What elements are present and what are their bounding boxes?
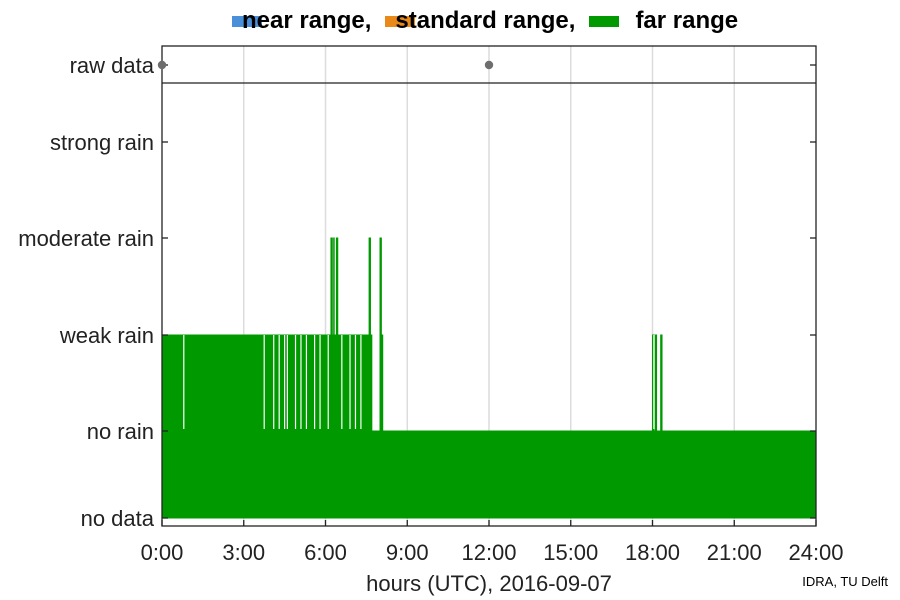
raw-data-point bbox=[157, 60, 167, 70]
series-area-far-range bbox=[161, 237, 817, 519]
legend-label-far-range: far range bbox=[635, 7, 739, 34]
legend-label-near-range: near range, bbox=[242, 7, 372, 34]
legend-swatch-far-range bbox=[589, 15, 620, 27]
x-tick-label: 21:00 bbox=[707, 540, 762, 565]
legend-item-near-range: near range, bbox=[232, 7, 371, 35]
x-tick-label: 24:00 bbox=[788, 540, 843, 565]
legend: near range, standard range, far range bbox=[232, 4, 752, 38]
x-tick-label: 18:00 bbox=[625, 540, 680, 565]
credit-text: IDRA, TU Delft bbox=[802, 574, 888, 589]
legend-swatch-standard-range bbox=[385, 15, 416, 27]
raw-data-point bbox=[484, 60, 494, 70]
legend-item-far-range: far range bbox=[589, 7, 738, 35]
x-tick-label: 15:00 bbox=[543, 540, 598, 565]
legend-label-standard-range: standard range, bbox=[395, 7, 576, 34]
y-tick-label: strong rain bbox=[50, 130, 154, 155]
y-tick-label: no rain bbox=[87, 419, 154, 444]
x-tick-label: 6:00 bbox=[304, 540, 347, 565]
plot-area: raw data no data no rain weak rain moderate … bbox=[18, 45, 844, 596]
x-tick-label: 3:00 bbox=[222, 540, 265, 565]
y-tick-label: moderate rain bbox=[18, 226, 154, 251]
y-tick-label: weak rain bbox=[59, 323, 154, 348]
legend-item-standard-range: standard range, bbox=[385, 7, 575, 35]
raw-data-label: raw data bbox=[70, 53, 155, 78]
legend-swatch-near-range bbox=[232, 15, 262, 27]
x-tick-label: 9:00 bbox=[386, 540, 429, 565]
x-tick-label: 12:00 bbox=[461, 540, 516, 565]
x-axis-label: hours (UTC), 2016-09-07 bbox=[366, 571, 612, 596]
x-tick-label: 0:00 bbox=[141, 540, 184, 565]
y-tick-label: no data bbox=[81, 506, 155, 531]
